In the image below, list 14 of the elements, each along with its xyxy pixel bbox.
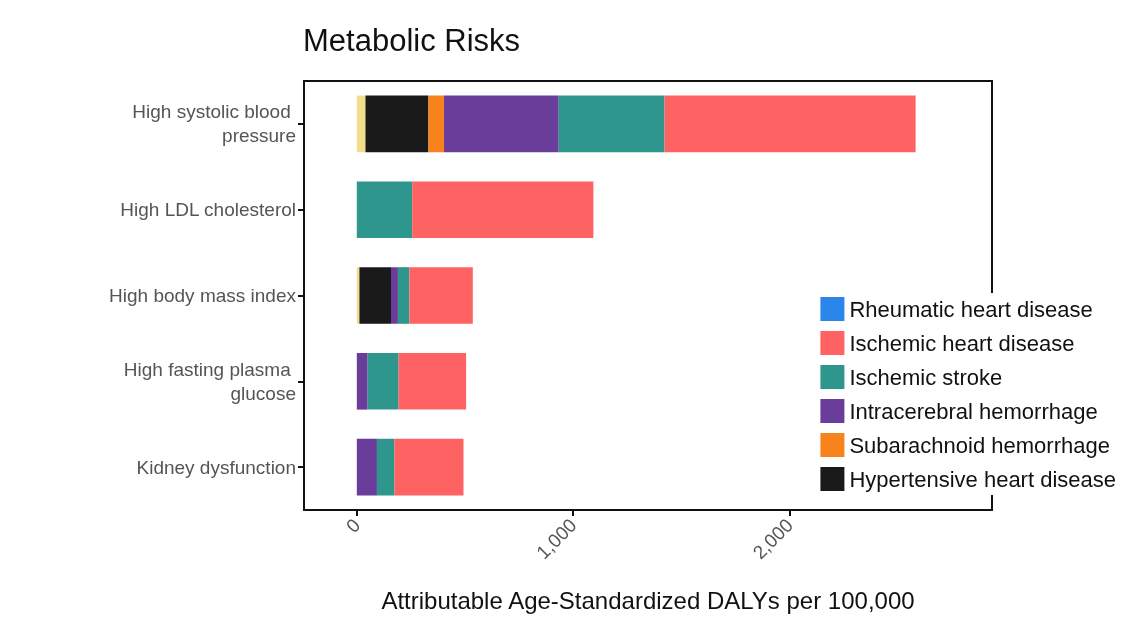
legend-label: Hypertensive heart disease bbox=[849, 466, 1116, 492]
x-tick-label: 0 bbox=[341, 514, 365, 537]
y-tick-label: High LDL cholesterol bbox=[120, 199, 296, 221]
legend-label: Rheumatic heart disease bbox=[849, 296, 1093, 322]
legend-label: Subarachnoid hemorrhage bbox=[849, 432, 1110, 458]
y-tick-label: Kidney dysfunction bbox=[136, 456, 296, 478]
y-tick-label: High fasting plasma glucose bbox=[123, 358, 296, 404]
legend-label: Ischemic heart disease bbox=[849, 330, 1075, 356]
y-tick-label: High systolic blood pressure bbox=[132, 101, 296, 147]
chart-title: Metabolic Risks bbox=[303, 23, 521, 58]
x-axis-title: Attributable Age-Standardized DALYs per 100,000 bbox=[381, 586, 915, 614]
legend-label: Intracerebral hemorrhage bbox=[849, 398, 1098, 424]
legend-label: Ischemic stroke bbox=[849, 364, 1003, 390]
y-tick-label: High body mass index bbox=[109, 285, 297, 306]
